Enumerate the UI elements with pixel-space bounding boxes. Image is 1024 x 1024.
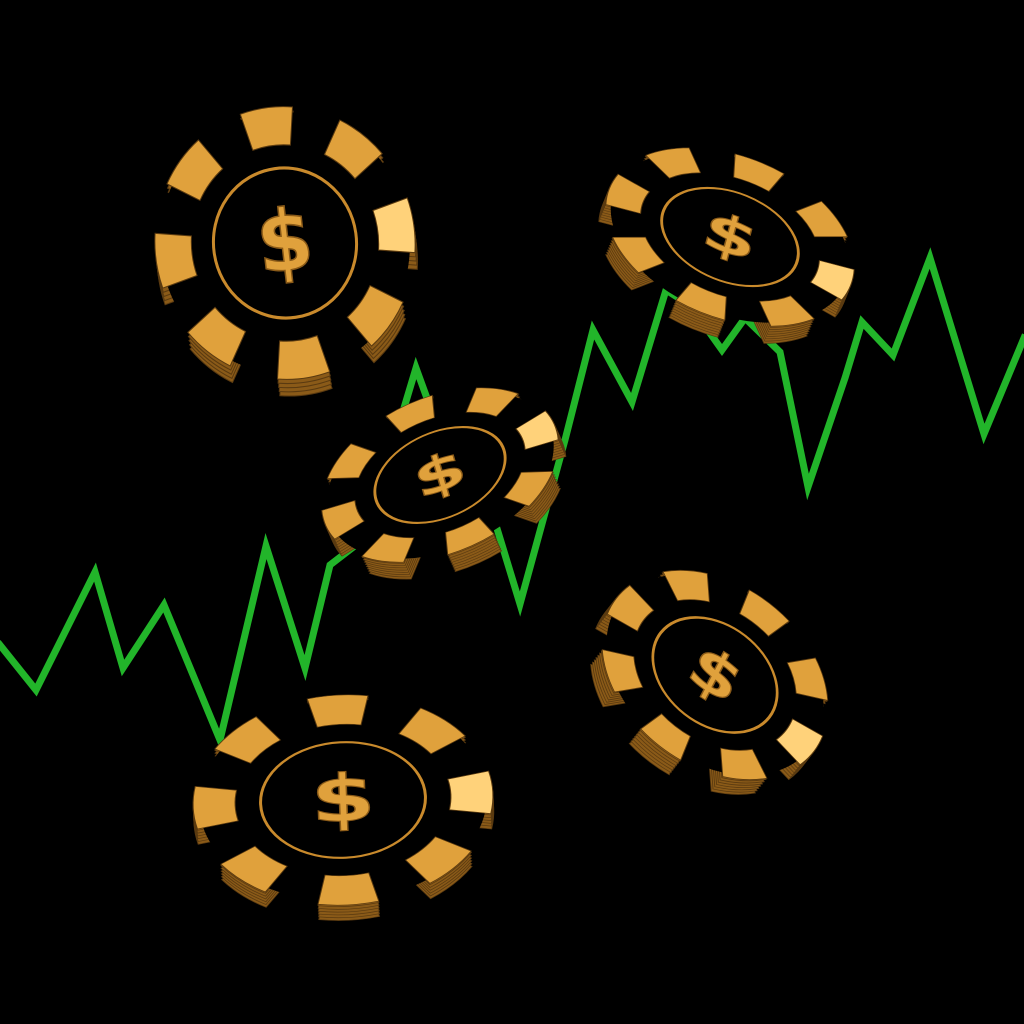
chip-rim-segments [154, 106, 416, 380]
chip-inner-ring [651, 616, 779, 734]
chip-rim-segments [605, 147, 855, 327]
dollar-sign-icon: $ [251, 190, 318, 294]
zigzag-uptrend-line-icon [0, 247, 1024, 752]
poker-chip-bottom-right: $ [590, 569, 829, 795]
chip-inner-ring [373, 426, 507, 524]
chip-face [199, 699, 487, 901]
chip-rim-segments [192, 694, 494, 906]
dollar-sign-icon: $ [309, 759, 377, 838]
chip-face [326, 391, 554, 559]
chip-inner-ring [259, 741, 427, 859]
chip-rim-segments [321, 387, 559, 563]
poker-chips-group: $ $$$$ [154, 106, 855, 921]
chip-inner-ring [211, 166, 359, 320]
poker-chip-center: $ [321, 387, 567, 580]
poker-chip-bottom-left: $ [192, 694, 495, 921]
chip-face [610, 151, 850, 323]
chip-inner-ring [660, 186, 800, 288]
chip-face [160, 112, 410, 374]
poker-chip-top-left: $ [154, 106, 418, 397]
poker-chip-top-right: $ [598, 147, 855, 344]
chip-rim-segments [601, 569, 829, 781]
